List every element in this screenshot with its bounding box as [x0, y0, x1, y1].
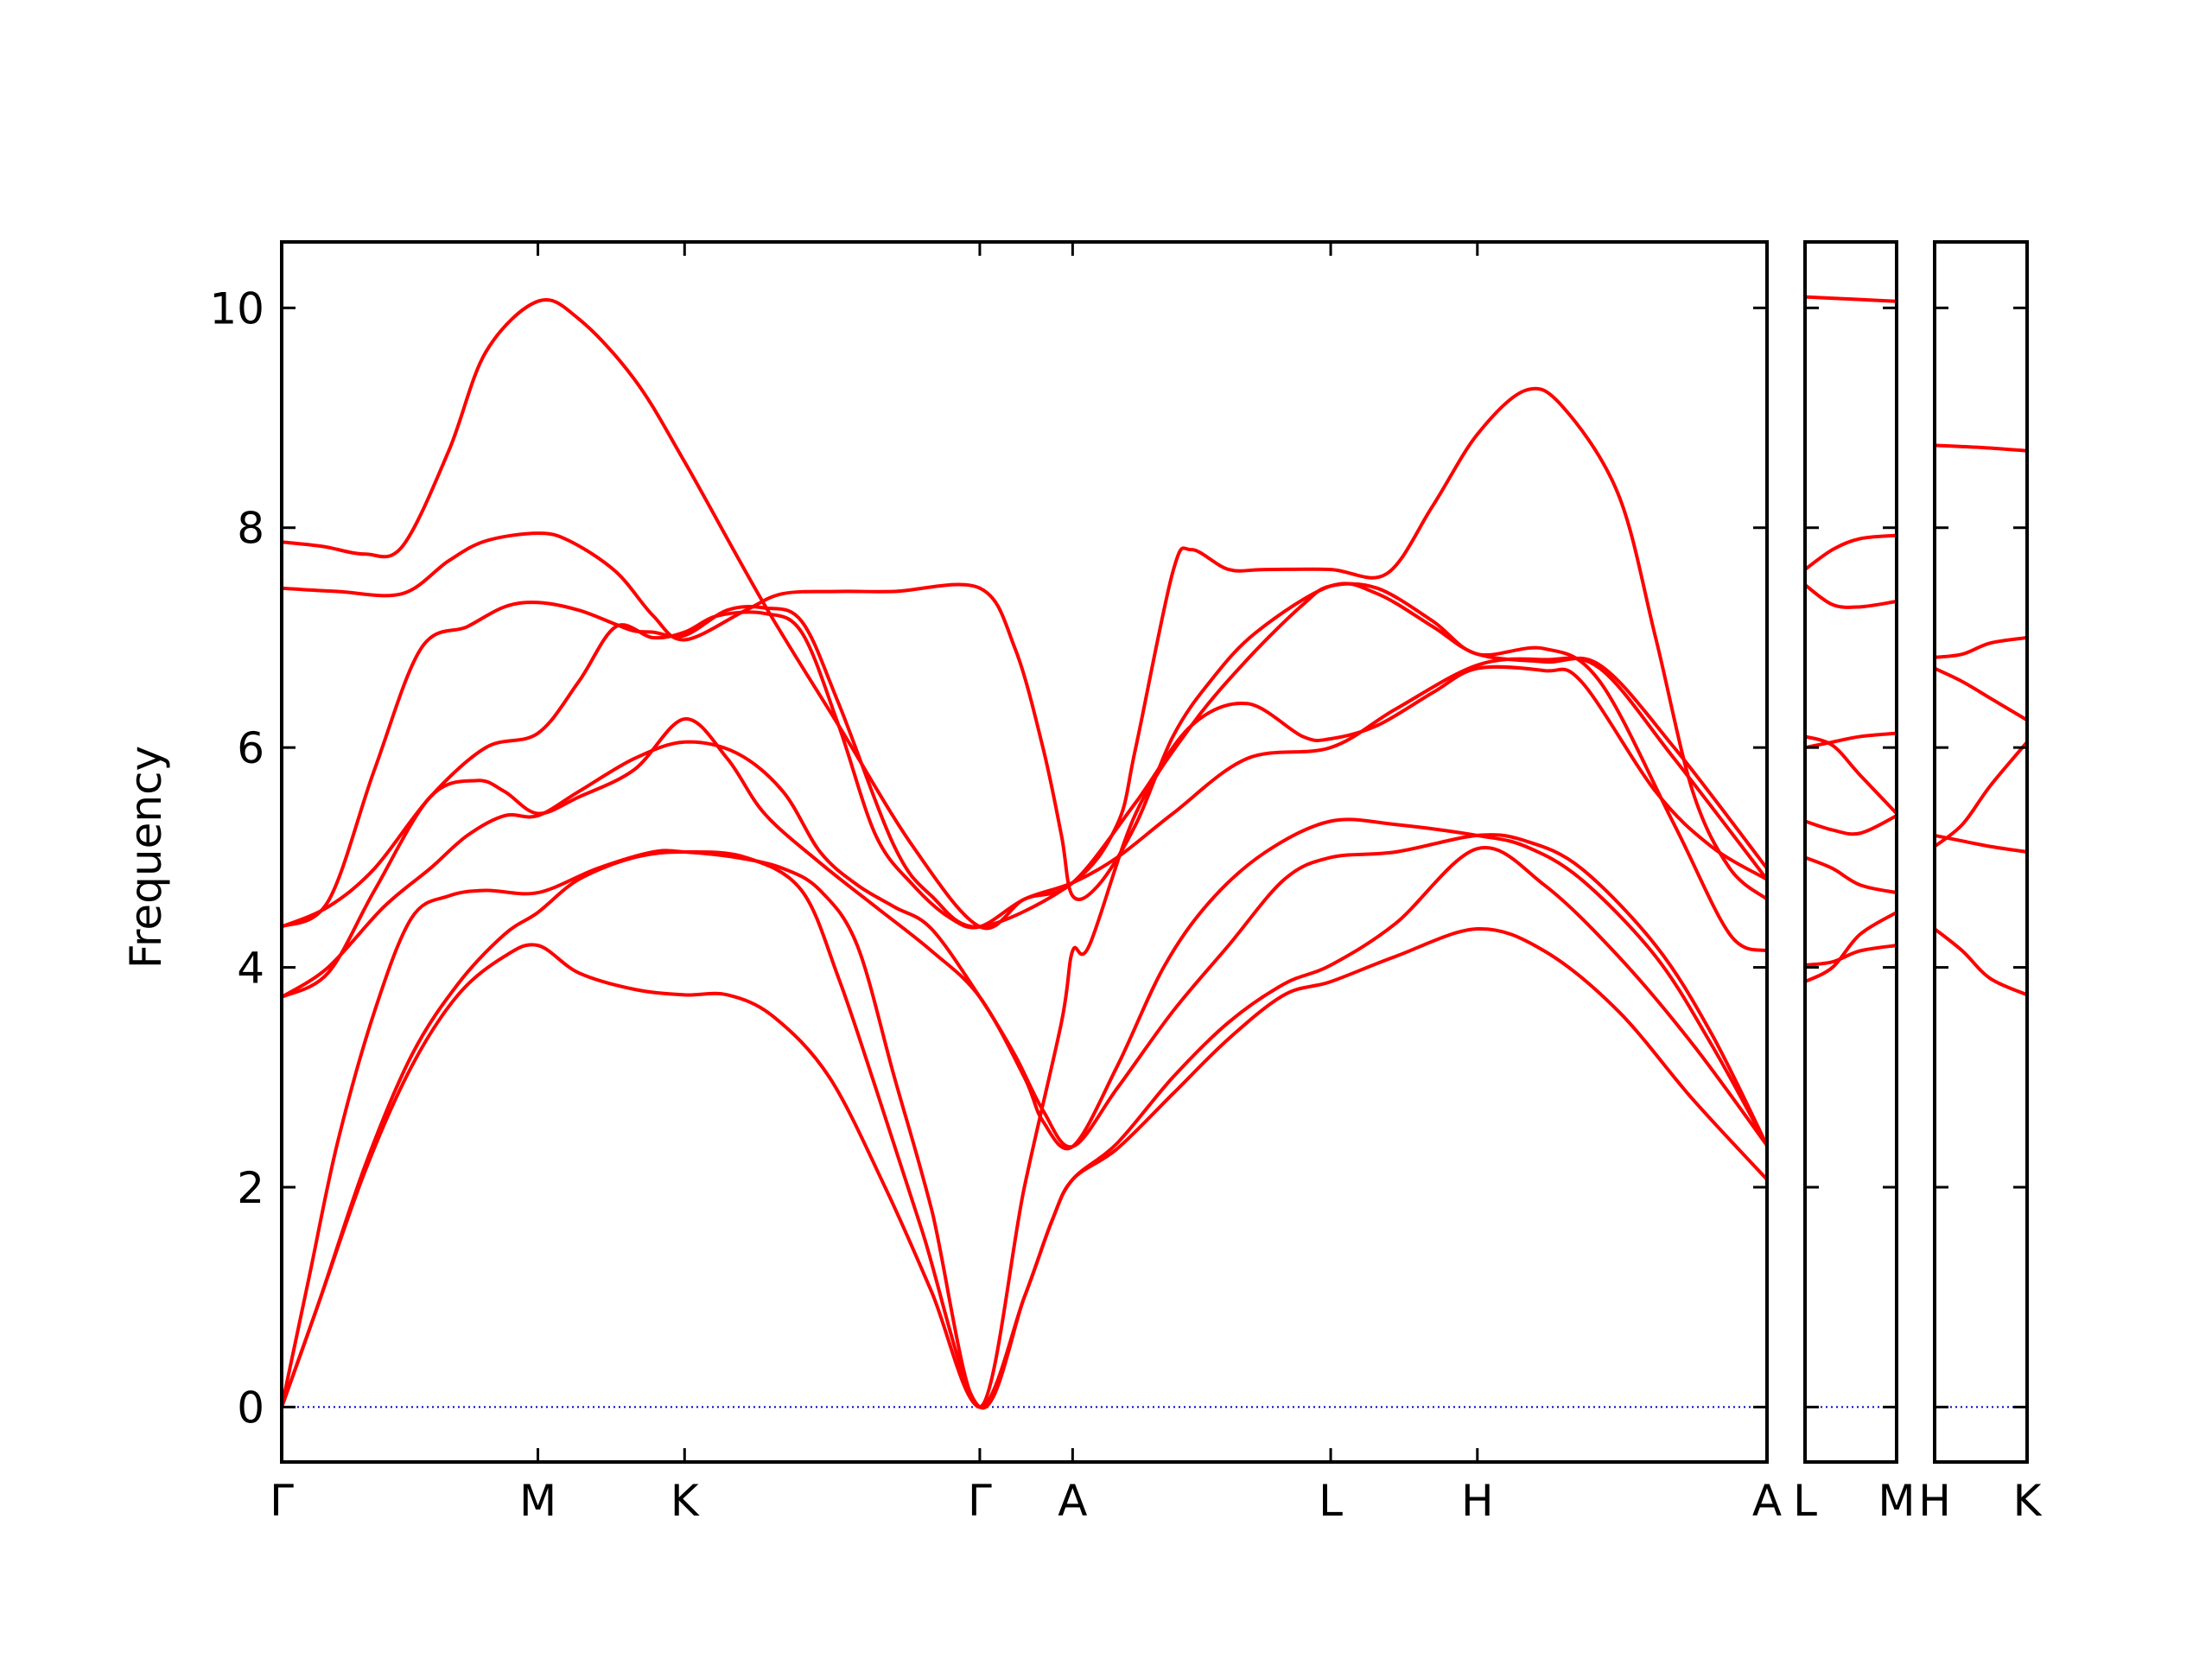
phonon-band-3: [280, 386, 1769, 929]
phonon-band-5: [1803, 731, 1898, 750]
phonon-band-8: [1803, 944, 1898, 968]
x-tick-label: H: [1918, 1476, 1951, 1526]
panel-frame: [1803, 240, 1898, 1464]
phonon-band-9: [1803, 910, 1898, 984]
phonon-band-2: [1933, 635, 2029, 659]
panel-frame: [280, 240, 1769, 1464]
x-tick-label: Γ: [968, 1476, 992, 1526]
x-tick-label: M: [519, 1476, 556, 1526]
panel-frame: [1933, 240, 2029, 1464]
y-tick-label: 2: [237, 1163, 264, 1213]
phonon-band-6: [1933, 927, 2029, 997]
phonon-band-5: [1933, 833, 2029, 854]
phonon-band-1: [280, 298, 1769, 931]
phonon-band-8: [280, 845, 1769, 1410]
y-tick-label: 8: [237, 504, 264, 554]
phonon-band-7: [1803, 855, 1898, 895]
phonon-band-7: [280, 582, 1769, 1409]
phonon-band-6: [1803, 814, 1898, 836]
x-tick-label: L: [1793, 1476, 1817, 1526]
phonon-band-2: [280, 531, 1769, 901]
phonon-band-1: [1803, 295, 1898, 303]
x-tick-label: A: [1752, 1476, 1782, 1526]
y-tick-label: 4: [237, 944, 264, 994]
y-axis-label: Frequency: [121, 746, 171, 969]
y-tick-label: 6: [237, 723, 264, 773]
y-tick-label: 0: [237, 1382, 264, 1433]
x-tick-label: L: [1319, 1476, 1343, 1526]
phonon-band-3: [1803, 582, 1898, 609]
phonon-band-2: [1803, 533, 1898, 572]
x-tick-label: K: [671, 1476, 700, 1526]
x-tick-label: Γ: [270, 1476, 294, 1526]
x-tick-label: M: [1878, 1476, 1915, 1526]
y-tick-label: 10: [209, 283, 264, 334]
panel-1: [280, 240, 1769, 1464]
x-tick-label: H: [1461, 1476, 1494, 1526]
panel-3: [1933, 240, 2029, 1464]
phonon-band-6: [280, 740, 1769, 1149]
phonon-band-3: [1933, 666, 2029, 722]
y-tick-labels: 0 2 4 6 8 10: [209, 283, 264, 1433]
phonon-band-4: [1803, 734, 1898, 816]
plot-panels: [280, 240, 2029, 1464]
phonon-band-9: [280, 927, 1769, 1409]
phonon-band-1: [1933, 443, 2029, 453]
panel-2: [1803, 240, 1898, 1464]
x-tick-label: K: [2013, 1476, 2043, 1526]
phonon-band-4: [280, 610, 1769, 930]
x-tick-label: A: [1058, 1476, 1087, 1526]
